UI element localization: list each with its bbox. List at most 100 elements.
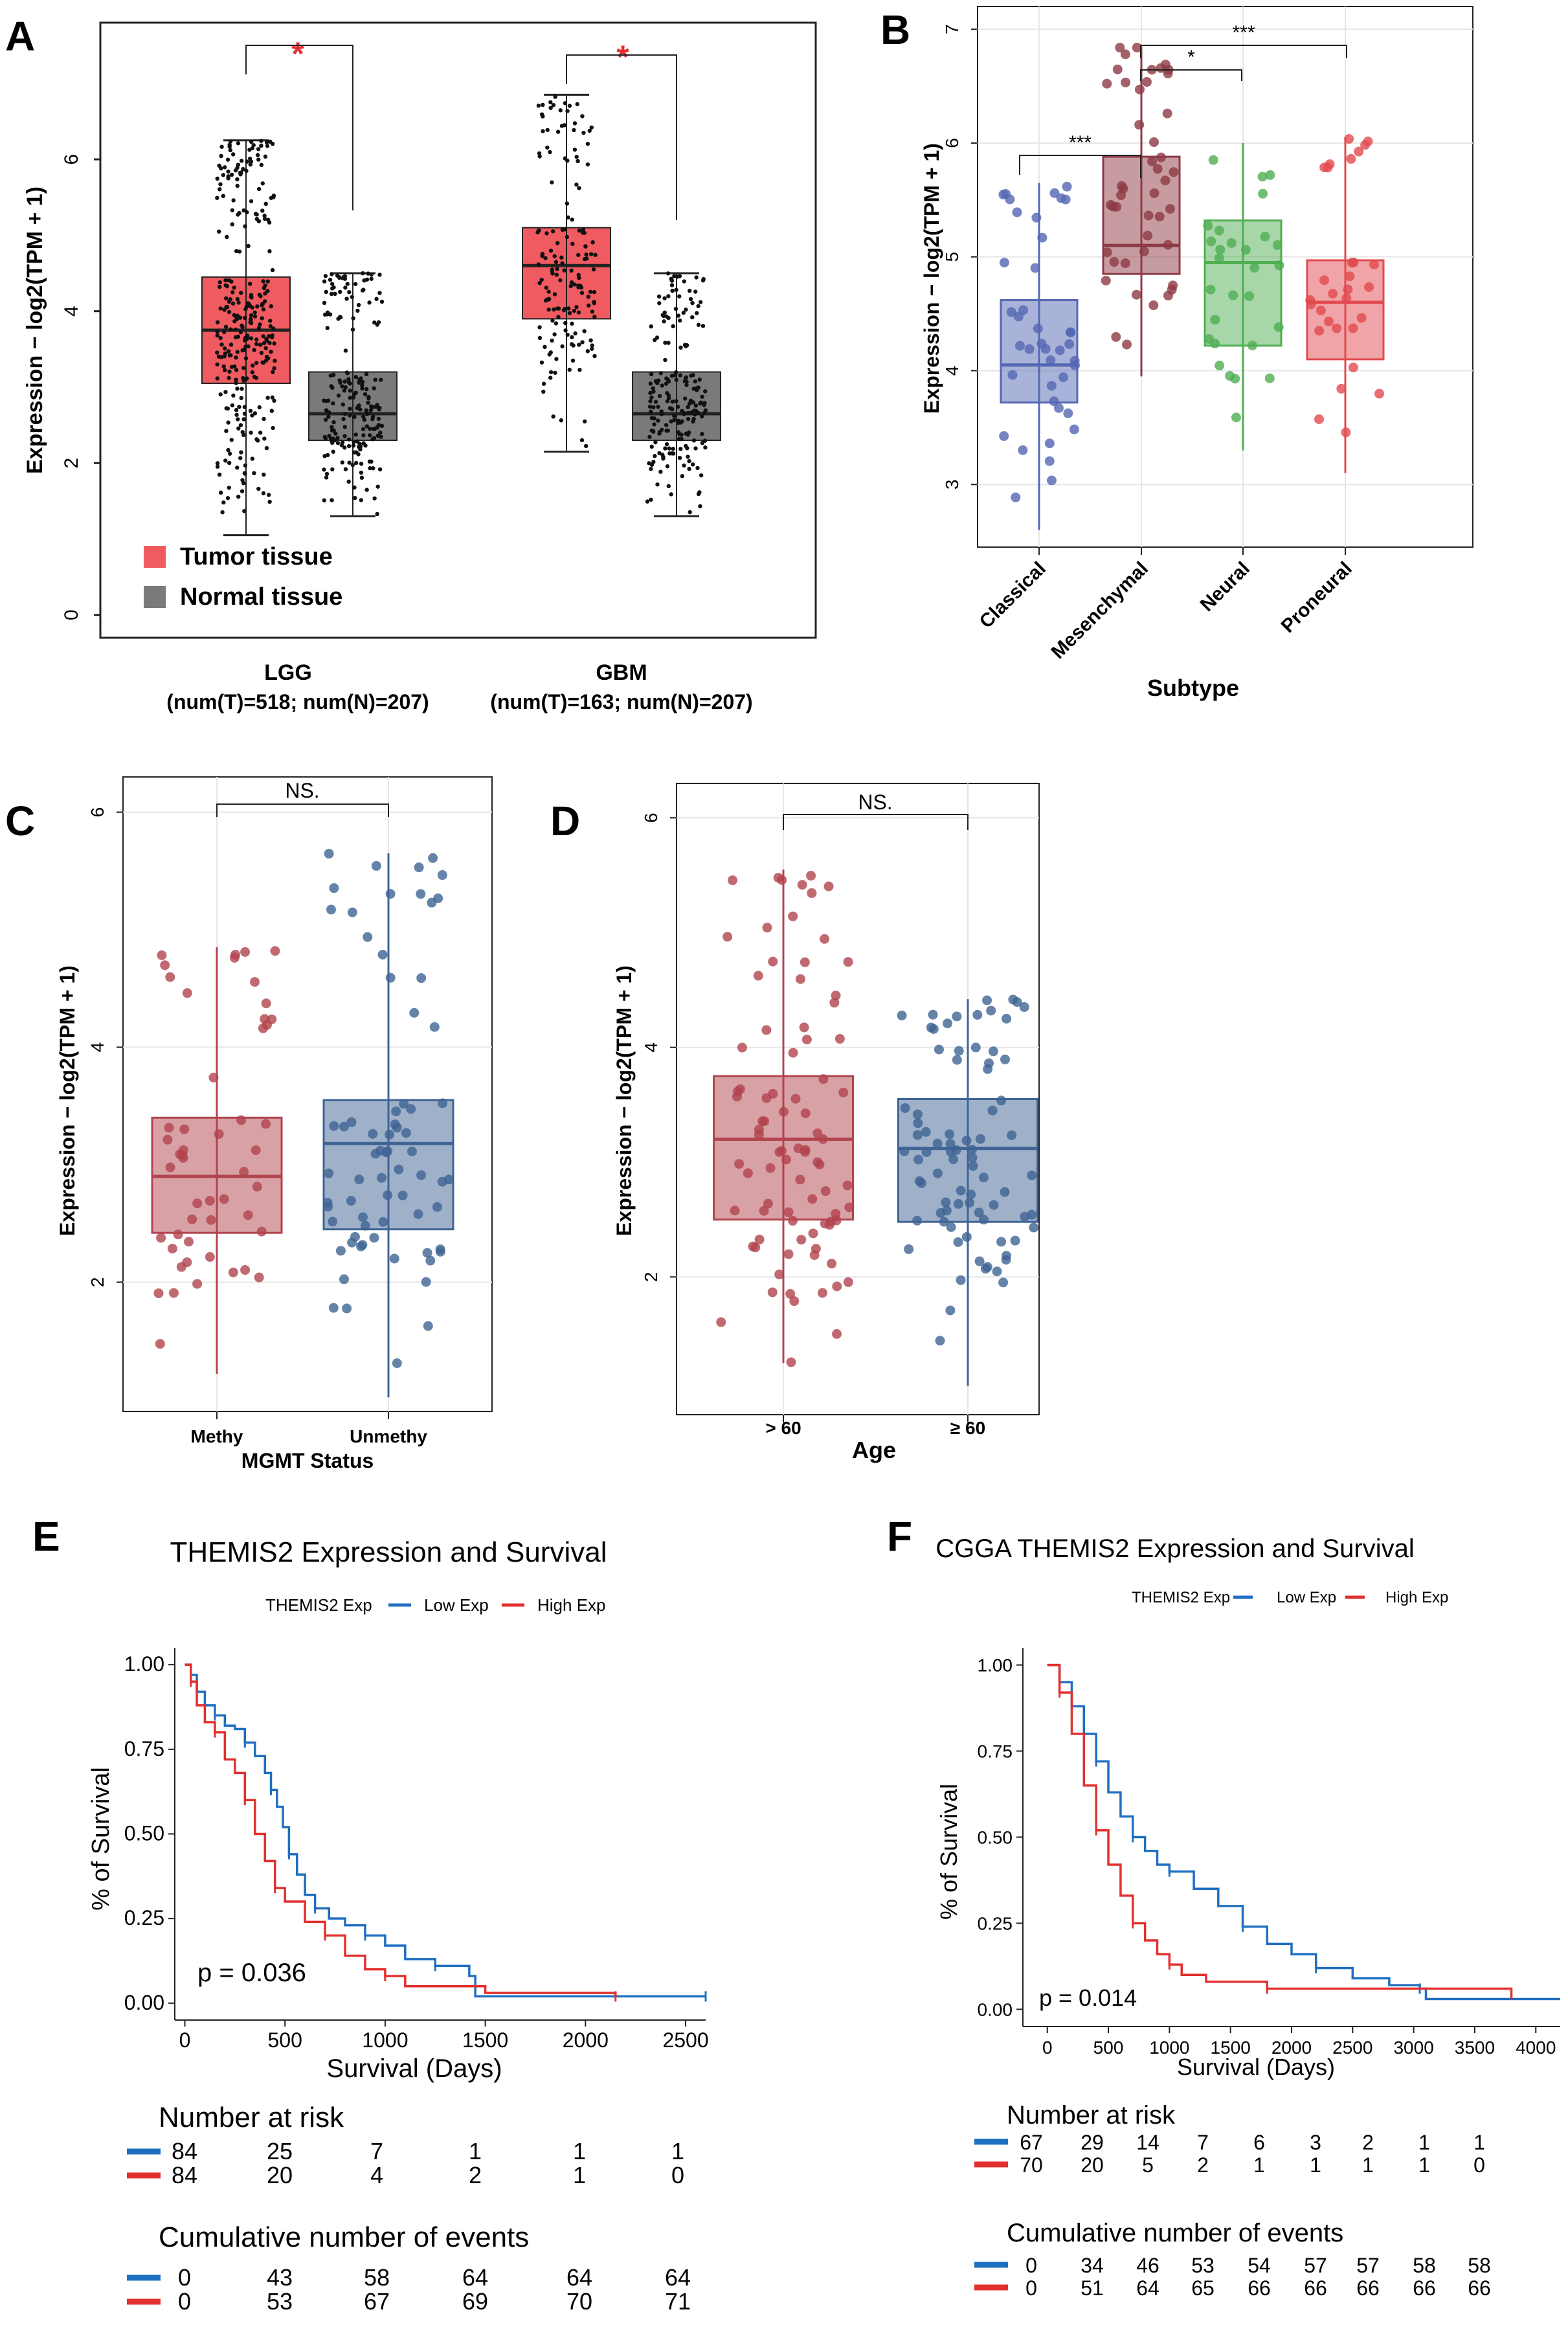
x-tick-label: 4000 [1516,2038,1556,2058]
point-lgg-tumor [227,353,232,358]
point-cat-0 [156,1233,166,1243]
point-lgg-normal [336,393,341,398]
point-lgg-normal [322,398,326,403]
point-cat-0 [796,1235,807,1245]
point-cat-2 [1264,373,1275,383]
point-gbm-normal [682,412,686,416]
point-lgg-tumor [255,438,260,443]
risk-value-low: 1 [573,2138,586,2164]
point-gbm-normal [666,341,671,345]
point-lgg-tumor [261,334,265,339]
point-gbm-normal [651,389,656,394]
point-cat-1 [1165,204,1175,214]
point-cat-1 [988,1046,998,1057]
point-lgg-tumor [269,350,273,354]
point-lgg-tumor [231,393,236,398]
point-cat-0 [1024,344,1035,354]
point-gbm-tumor [544,286,548,290]
point-cat-0 [777,875,787,885]
point-gbm-tumor [570,321,574,326]
point-lgg-tumor [239,159,244,163]
point-cat-2 [1244,291,1255,301]
point-lgg-tumor [234,408,239,412]
point-cat-1 [982,995,992,1005]
risk-value-low: 2 [1362,2131,1374,2154]
point-cat-0 [160,960,170,971]
point-cat-1 [934,1044,944,1055]
point-lgg-tumor [223,278,228,283]
significance-star-gbm: * [616,39,629,75]
point-gbm-normal [670,399,675,404]
point-lgg-tumor [230,403,235,408]
point-lgg-tumor [229,438,234,442]
point-lgg-normal [361,287,366,292]
x-tick-label: 0 [1042,2038,1053,2058]
point-cat-0 [1058,372,1068,383]
comparison-label-d: NS. [858,791,892,814]
comparison-bracket-d [783,814,969,830]
point-cat-1 [996,1095,1007,1106]
point-gbm-tumor [588,289,593,294]
point-cat-1 [1154,212,1165,222]
point-lgg-tumor [215,196,219,200]
point-cat-0 [842,1180,853,1191]
point-cat-3 [1341,293,1352,304]
point-cat-1 [385,972,396,983]
point-gbm-normal [666,377,670,382]
point-lgg-normal [337,289,342,295]
point-gbm-normal [664,314,669,319]
point-cat-2 [1240,245,1251,255]
point-lgg-tumor [256,326,262,330]
point-lgg-normal [353,432,358,437]
point-gbm-normal [693,410,697,415]
point-lgg-tumor [242,411,247,416]
point-lgg-normal [353,375,359,379]
point-gbm-normal [693,403,699,408]
events-value-high: 66 [1304,2276,1327,2300]
risk-value-low: 1 [1473,2131,1485,2154]
point-lgg-normal [378,431,383,435]
point-cat-0 [1063,408,1073,418]
point-gbm-normal [667,446,671,451]
point-cat-3 [1336,383,1347,394]
point-gbm-normal [688,510,692,515]
point-lgg-normal [376,423,381,427]
point-cat-1 [1148,300,1159,310]
x-tick-label: 1000 [1149,2038,1189,2058]
point-lgg-normal [329,384,333,388]
point-cat-3 [1316,305,1326,315]
point-cat-1 [928,1024,939,1034]
point-cat-0 [754,1125,764,1135]
point-gbm-tumor [577,186,581,190]
risk-value-low: 84 [172,2138,197,2164]
point-lgg-normal [323,436,328,441]
point-cat-1 [1116,190,1126,201]
point-gbm-tumor [565,332,570,337]
point-cat-1 [1122,339,1132,350]
point-lgg-normal [324,471,330,477]
point-cat-0 [774,1269,785,1279]
risk-value-low: 25 [267,2138,293,2164]
point-gbm-normal [702,389,708,394]
point-cat-1 [401,1128,411,1138]
point-cat-1 [354,1174,364,1185]
point-cat-0 [168,1288,179,1298]
point-lgg-tumor [215,350,219,355]
point-cat-0 [270,946,280,956]
point-lgg-tumor [219,144,224,149]
point-lgg-tumor [236,300,241,305]
point-cat-1 [1120,49,1130,60]
point-lgg-normal [348,407,352,411]
point-lgg-tumor [249,336,254,341]
point-lgg-normal [379,299,385,304]
point-gbm-tumor [574,155,579,159]
point-lgg-tumor [215,362,219,367]
panel-a: Expression − log2(TPM + 1) LGG (num(T)=5… [23,21,817,713]
point-gbm-normal [666,484,671,489]
point-cat-0 [240,947,251,957]
point-cat-2 [1214,225,1224,236]
point-gbm-normal [653,440,658,445]
point-cat-0 [250,977,260,987]
point-gbm-normal [655,335,660,340]
point-cat-1 [394,1164,404,1174]
